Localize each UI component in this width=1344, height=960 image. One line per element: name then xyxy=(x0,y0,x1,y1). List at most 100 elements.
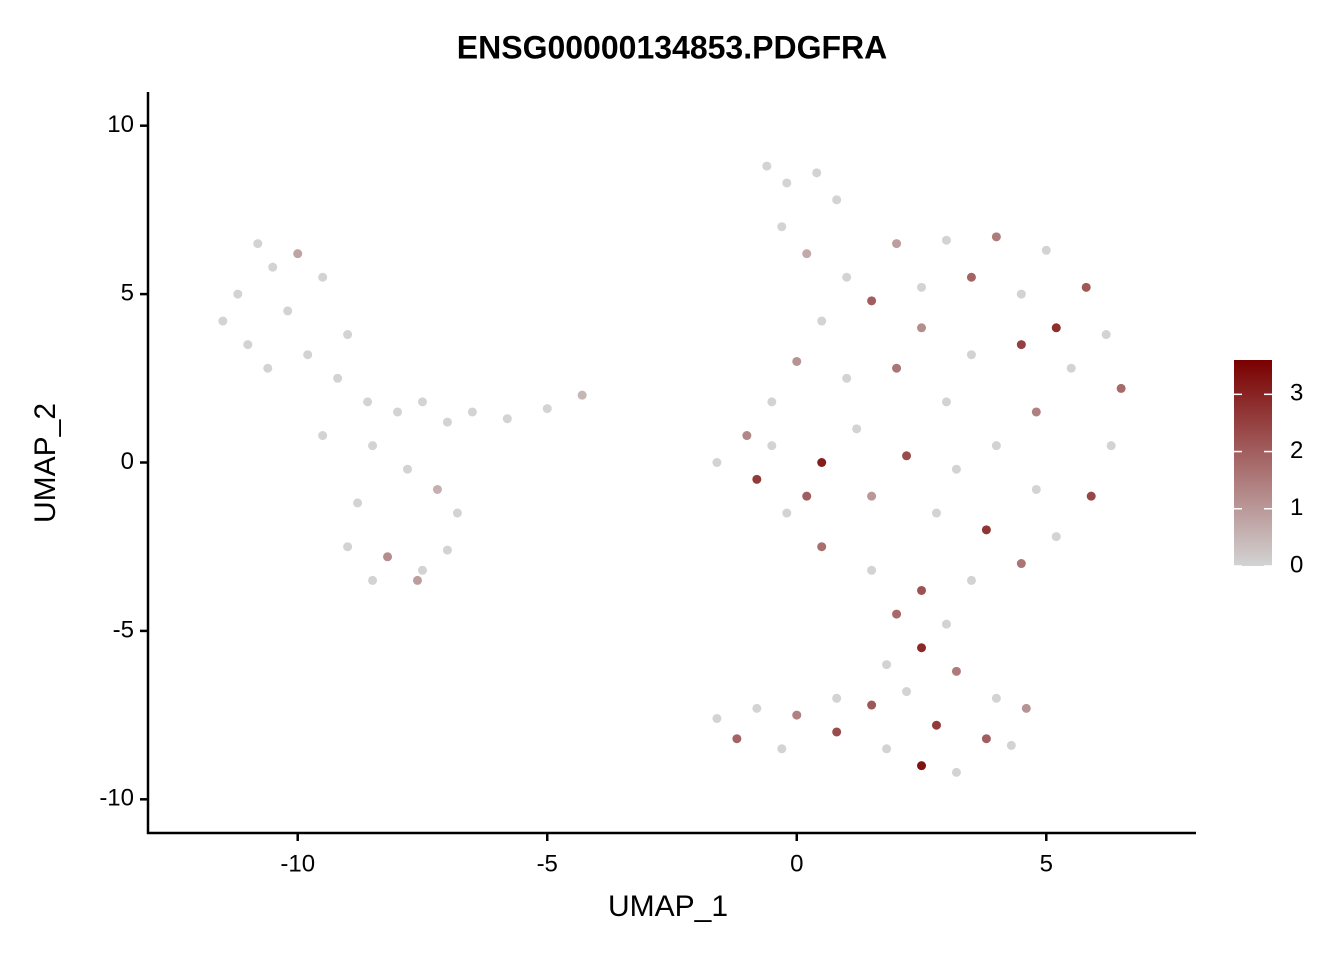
point xyxy=(368,575,378,585)
point xyxy=(1016,340,1026,350)
point xyxy=(712,713,722,723)
point xyxy=(1116,383,1126,393)
point xyxy=(867,700,877,710)
point xyxy=(442,417,452,427)
point xyxy=(732,734,742,744)
point xyxy=(1051,323,1061,333)
point xyxy=(393,407,403,417)
point xyxy=(892,363,902,373)
point xyxy=(263,363,273,373)
point xyxy=(767,397,777,407)
point xyxy=(867,491,877,501)
point xyxy=(253,239,263,249)
point xyxy=(1081,282,1091,292)
point xyxy=(951,464,961,474)
point xyxy=(917,323,927,333)
points xyxy=(218,161,1126,777)
point xyxy=(403,464,413,474)
colorbar-tick-label: 3 xyxy=(1290,380,1303,407)
point xyxy=(782,178,792,188)
point xyxy=(1086,491,1096,501)
y-axis-label: UMAP_2 xyxy=(29,403,62,523)
point xyxy=(892,609,902,619)
point xyxy=(902,451,912,461)
point xyxy=(502,414,512,424)
y-tick-label: -5 xyxy=(113,616,134,643)
point xyxy=(452,508,462,518)
point xyxy=(353,498,363,508)
point xyxy=(417,397,427,407)
point xyxy=(966,575,976,585)
point xyxy=(991,232,1001,242)
point xyxy=(1006,740,1016,750)
point xyxy=(832,693,842,703)
y-tick-label: 0 xyxy=(121,448,134,475)
point xyxy=(268,262,278,272)
point xyxy=(842,272,852,282)
point xyxy=(777,222,787,232)
point xyxy=(742,431,752,441)
point xyxy=(712,458,722,467)
point xyxy=(303,350,313,360)
point xyxy=(951,767,961,777)
point xyxy=(812,168,822,178)
point xyxy=(852,424,862,434)
point xyxy=(842,373,852,383)
point xyxy=(892,239,902,249)
point xyxy=(966,272,976,282)
point xyxy=(293,249,303,259)
point xyxy=(767,441,777,451)
point xyxy=(917,643,927,653)
point xyxy=(762,161,772,171)
point xyxy=(233,289,243,299)
point xyxy=(1016,289,1026,299)
point xyxy=(782,508,792,518)
point xyxy=(931,508,941,518)
point xyxy=(432,484,442,494)
y-tick-label: 10 xyxy=(107,111,134,138)
colorbar-tick-label: 2 xyxy=(1290,437,1303,464)
point xyxy=(817,458,827,467)
colorbar-tick-label: 1 xyxy=(1290,494,1303,521)
x-tick-label: -5 xyxy=(537,850,558,877)
point xyxy=(752,474,762,484)
point xyxy=(817,316,827,326)
point xyxy=(981,525,991,535)
point xyxy=(951,666,961,676)
point xyxy=(917,585,927,595)
chart-title: ENSG00000134853.PDGFRA xyxy=(457,29,887,65)
point xyxy=(792,710,802,720)
point xyxy=(1106,441,1116,451)
point xyxy=(752,703,762,713)
point xyxy=(882,660,892,670)
point xyxy=(817,542,827,552)
point xyxy=(467,407,477,417)
point xyxy=(283,306,293,316)
point xyxy=(1016,559,1026,569)
point xyxy=(363,397,373,407)
point xyxy=(1066,363,1076,373)
point xyxy=(882,744,892,754)
point xyxy=(1041,245,1051,255)
point xyxy=(542,404,552,414)
point xyxy=(343,542,353,552)
point xyxy=(1031,484,1041,494)
x-tick-label: 5 xyxy=(1040,850,1053,877)
point xyxy=(412,575,422,585)
colorbar xyxy=(1234,360,1272,566)
point xyxy=(991,441,1001,451)
point xyxy=(777,744,787,754)
point xyxy=(902,687,912,697)
x-tick-label: 0 xyxy=(790,850,803,877)
point xyxy=(941,619,951,629)
point xyxy=(966,350,976,360)
point xyxy=(1021,703,1031,713)
point xyxy=(577,390,587,400)
point xyxy=(333,373,343,383)
point xyxy=(442,545,452,555)
point xyxy=(1031,407,1041,417)
point xyxy=(1101,330,1111,340)
point xyxy=(832,727,842,737)
colorbar-tick-label: 0 xyxy=(1290,551,1303,578)
